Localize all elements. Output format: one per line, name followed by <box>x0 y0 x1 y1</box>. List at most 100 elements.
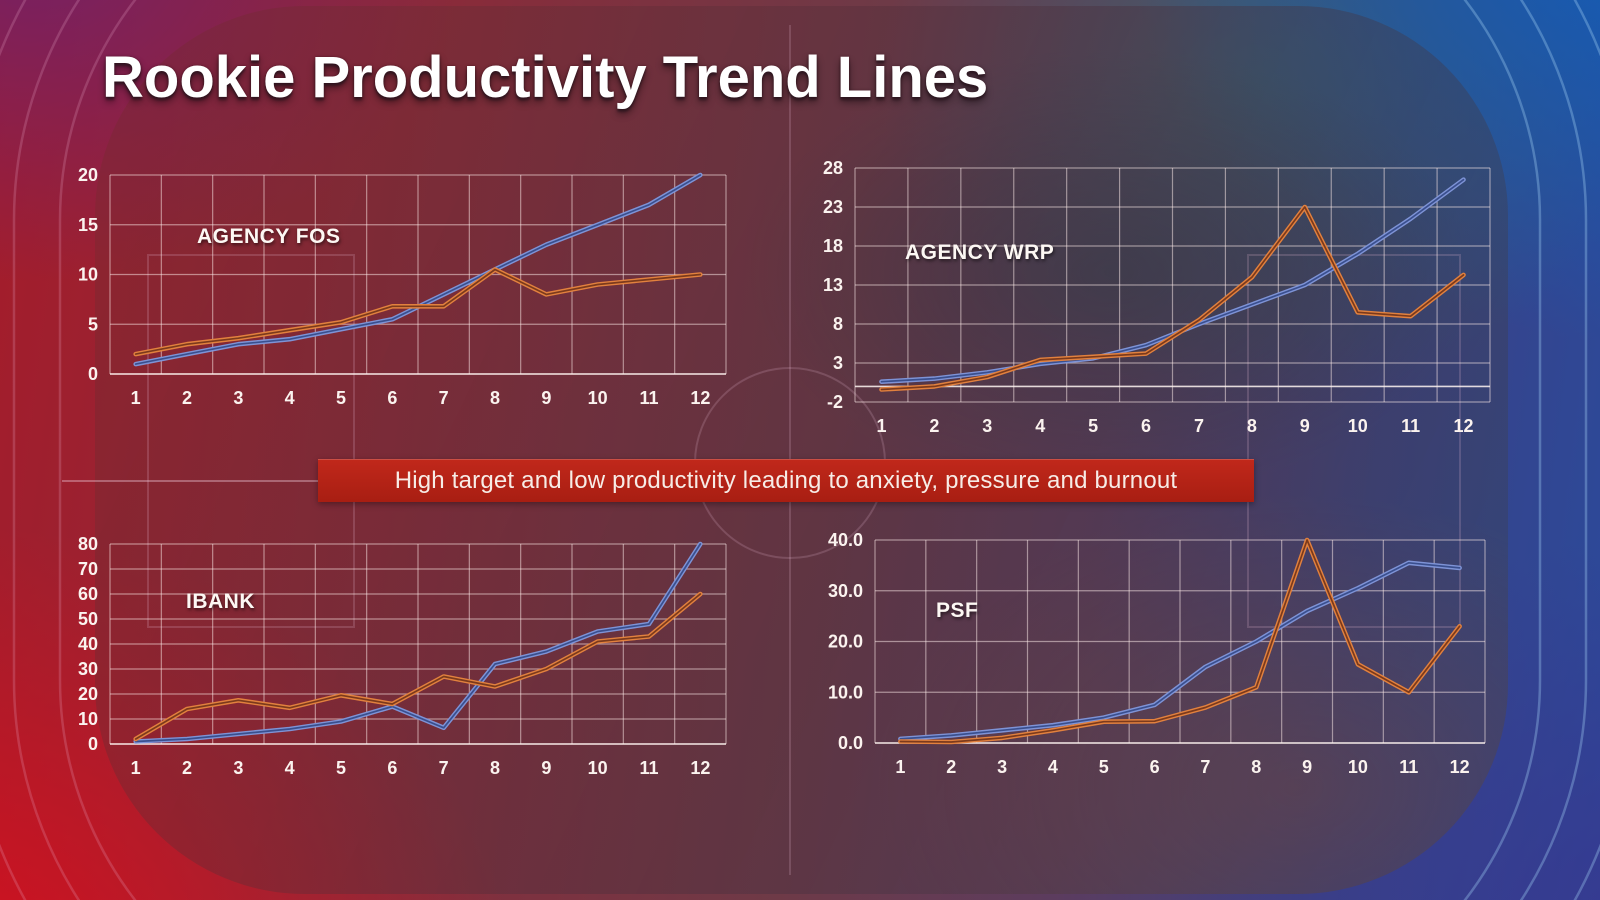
svg-text:30.0: 30.0 <box>828 581 863 601</box>
svg-text:7: 7 <box>439 388 449 408</box>
svg-text:9: 9 <box>1302 757 1312 777</box>
svg-text:12: 12 <box>1450 757 1470 777</box>
svg-text:10: 10 <box>1348 416 1368 436</box>
svg-text:2: 2 <box>182 388 192 408</box>
svg-text:8: 8 <box>833 314 843 334</box>
svg-text:10: 10 <box>78 709 98 729</box>
svg-text:10: 10 <box>1348 757 1368 777</box>
chart-psf: 0.0 10.0 20.0 30.0 40.0 1 2 3 4 5 6 7 8 9 10 11 12 <box>813 528 1493 792</box>
svg-text:7: 7 <box>439 758 449 778</box>
svg-text:5: 5 <box>336 388 346 408</box>
chart-title-ibank: IBANK <box>186 590 255 613</box>
svg-text:0: 0 <box>88 364 98 384</box>
svg-text:2: 2 <box>182 758 192 778</box>
x-axis-labels: 1 2 3 4 5 6 7 8 9 10 11 12 <box>131 388 711 408</box>
svg-text:5: 5 <box>1088 416 1098 436</box>
svg-text:50: 50 <box>78 609 98 629</box>
stadium-field-overlay <box>95 6 1508 894</box>
svg-text:28: 28 <box>823 158 843 178</box>
svg-text:4: 4 <box>285 388 295 408</box>
svg-text:6: 6 <box>1150 757 1160 777</box>
svg-text:15: 15 <box>78 215 98 235</box>
series-orange <box>879 204 1466 392</box>
svg-text:5: 5 <box>88 314 98 334</box>
x-axis-labels: 1 2 3 4 5 6 7 8 9 10 11 12 <box>131 758 711 778</box>
svg-text:1: 1 <box>876 416 886 436</box>
y-axis-labels: 0 10 20 30 40 50 60 70 80 <box>78 534 98 754</box>
svg-text:3: 3 <box>982 416 992 436</box>
svg-text:9: 9 <box>1300 416 1310 436</box>
chart-title-agency-wrp: AGENCY WRP <box>905 241 1055 264</box>
chart-agency-wrp: -2 3 8 13 18 23 28 1 2 3 4 5 6 7 8 9 10 11 12 <box>793 156 1498 451</box>
svg-text:2: 2 <box>946 757 956 777</box>
svg-text:7: 7 <box>1200 757 1210 777</box>
svg-text:7: 7 <box>1194 416 1204 436</box>
svg-text:20: 20 <box>78 684 98 704</box>
svg-text:3: 3 <box>833 353 843 373</box>
svg-text:3: 3 <box>233 388 243 408</box>
gridlines <box>854 167 1491 403</box>
svg-text:10: 10 <box>588 758 608 778</box>
y-axis-labels: -2 3 8 13 18 23 28 <box>823 158 843 412</box>
series-orange <box>133 267 703 357</box>
svg-text:3: 3 <box>233 758 243 778</box>
x-axis-labels: 1 2 3 4 5 6 7 8 9 10 11 12 <box>876 416 1473 436</box>
svg-text:10: 10 <box>588 388 608 408</box>
series-orange <box>133 591 703 742</box>
svg-text:-2: -2 <box>827 392 843 412</box>
svg-text:30: 30 <box>78 659 98 679</box>
svg-text:23: 23 <box>823 197 843 217</box>
svg-text:0.0: 0.0 <box>838 733 863 753</box>
svg-text:0: 0 <box>88 734 98 754</box>
svg-text:1: 1 <box>131 388 141 408</box>
svg-text:11: 11 <box>1401 416 1420 436</box>
svg-text:6: 6 <box>387 758 397 778</box>
svg-text:10: 10 <box>78 265 98 285</box>
gridlines <box>109 543 727 745</box>
svg-text:8: 8 <box>490 388 500 408</box>
svg-text:10.0: 10.0 <box>828 682 863 702</box>
svg-text:6: 6 <box>387 388 397 408</box>
callout-banner: High target and low productivity leading… <box>318 459 1254 502</box>
chart-canvas: 0.010.020.030.040.01 2 3 4 5 6 7 8 9 10 11 12 <box>828 530 1486 777</box>
svg-text:6: 6 <box>1141 416 1151 436</box>
svg-text:4: 4 <box>1035 416 1045 436</box>
svg-text:40: 40 <box>78 634 98 654</box>
chart-agency-fos: 0 5 10 15 20 1 2 3 4 5 6 7 8 9 10 11 12 <box>48 163 734 423</box>
svg-text:12: 12 <box>1454 416 1474 436</box>
svg-text:1: 1 <box>895 757 905 777</box>
svg-text:40.0: 40.0 <box>828 530 863 550</box>
series-blue <box>898 560 1462 742</box>
y-axis-labels: 0.0 10.0 20.0 30.0 40.0 <box>828 530 863 753</box>
svg-text:20.0: 20.0 <box>828 632 863 652</box>
svg-text:13: 13 <box>823 275 843 295</box>
svg-text:3: 3 <box>997 757 1007 777</box>
svg-text:11: 11 <box>639 388 658 408</box>
svg-text:9: 9 <box>541 388 551 408</box>
svg-text:60: 60 <box>78 584 98 604</box>
slide-title: Rookie Productivity Trend Lines <box>102 45 989 110</box>
svg-text:4: 4 <box>285 758 295 778</box>
svg-text:2: 2 <box>929 416 939 436</box>
chart-ibank: 0 10 20 30 40 50 60 70 80 1 2 3 4 5 6 7 8 9 10 11 12 <box>48 532 734 793</box>
svg-text:1: 1 <box>131 758 141 778</box>
svg-text:5: 5 <box>336 758 346 778</box>
chart-title-psf: PSF <box>936 599 979 622</box>
svg-text:8: 8 <box>1251 757 1261 777</box>
series-blue <box>133 541 703 744</box>
svg-text:11: 11 <box>1399 757 1418 777</box>
y-axis-labels: 0 5 10 15 20 <box>78 165 98 384</box>
svg-text:20: 20 <box>78 165 98 185</box>
svg-text:5: 5 <box>1099 757 1109 777</box>
svg-text:4: 4 <box>1048 757 1058 777</box>
svg-text:8: 8 <box>490 758 500 778</box>
svg-text:18: 18 <box>823 236 843 256</box>
chart-title-agency-fos: AGENCY FOS <box>197 225 341 248</box>
svg-text:9: 9 <box>541 758 551 778</box>
x-axis-labels: 1 2 3 4 5 6 7 8 9 10 11 12 <box>895 757 1469 777</box>
